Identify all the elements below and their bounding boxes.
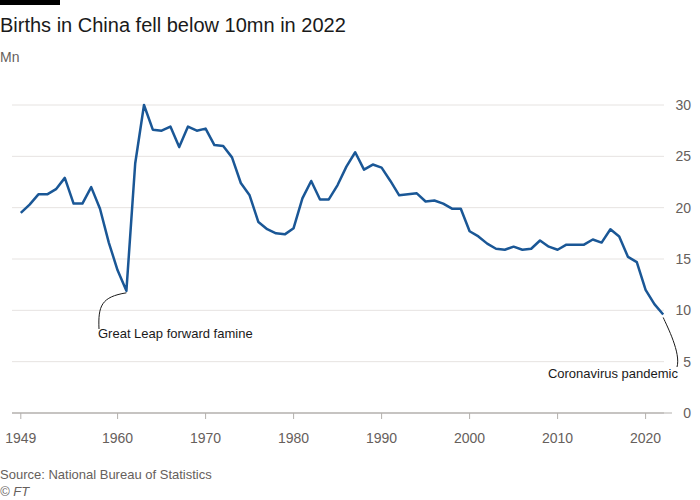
grid-line	[12, 156, 664, 157]
y-tick-label: 30	[675, 97, 691, 113]
annotation: Coronavirus pandemic	[548, 366, 679, 381]
x-tick-label: 1970	[190, 430, 221, 446]
grid-line	[12, 361, 664, 362]
annotation-connector	[663, 317, 678, 367]
credit: © FT	[0, 484, 30, 499]
subtitle: Mn	[0, 49, 19, 65]
annotation-connector	[99, 293, 127, 329]
y-tick-label: 10	[675, 302, 691, 318]
grid-line	[12, 207, 664, 208]
x-tick	[20, 413, 21, 419]
grid-line	[12, 310, 664, 311]
x-tick	[117, 413, 118, 419]
y-tick-label: 5	[683, 354, 691, 370]
x-tick	[469, 413, 470, 419]
y-tick-label: 25	[675, 148, 691, 164]
brand-bar	[0, 0, 60, 5]
line-series	[21, 105, 663, 314]
plot-area	[21, 105, 663, 314]
title: Births in China fell below 10mn in 2022	[0, 14, 346, 36]
x-tick	[205, 413, 206, 419]
x-tick-label: 2000	[454, 430, 485, 446]
x-tick	[293, 413, 294, 419]
y-tick-label: 20	[675, 200, 691, 216]
x-tick-label: 1990	[366, 430, 397, 446]
grid-line	[12, 105, 664, 106]
x-tick-label: 1949	[5, 430, 36, 446]
x-tick	[645, 413, 646, 419]
chart: Births in China fell below 10mn in 2022 M…	[0, 0, 700, 500]
x-tick	[381, 413, 382, 419]
x-tick-label: 2010	[542, 430, 573, 446]
x-axis	[12, 413, 672, 414]
x-tick-label: 2020	[630, 430, 661, 446]
x-tick	[557, 413, 558, 419]
source: Source: National Bureau of Statistics	[0, 467, 212, 482]
y-tick-label: 0	[683, 405, 691, 421]
x-tick-label: 1960	[102, 430, 133, 446]
x-tick-label: 1980	[278, 430, 309, 446]
annotation: Great Leap forward famine	[98, 326, 253, 341]
y-tick-label: 15	[675, 251, 691, 267]
grid-line	[12, 259, 664, 260]
